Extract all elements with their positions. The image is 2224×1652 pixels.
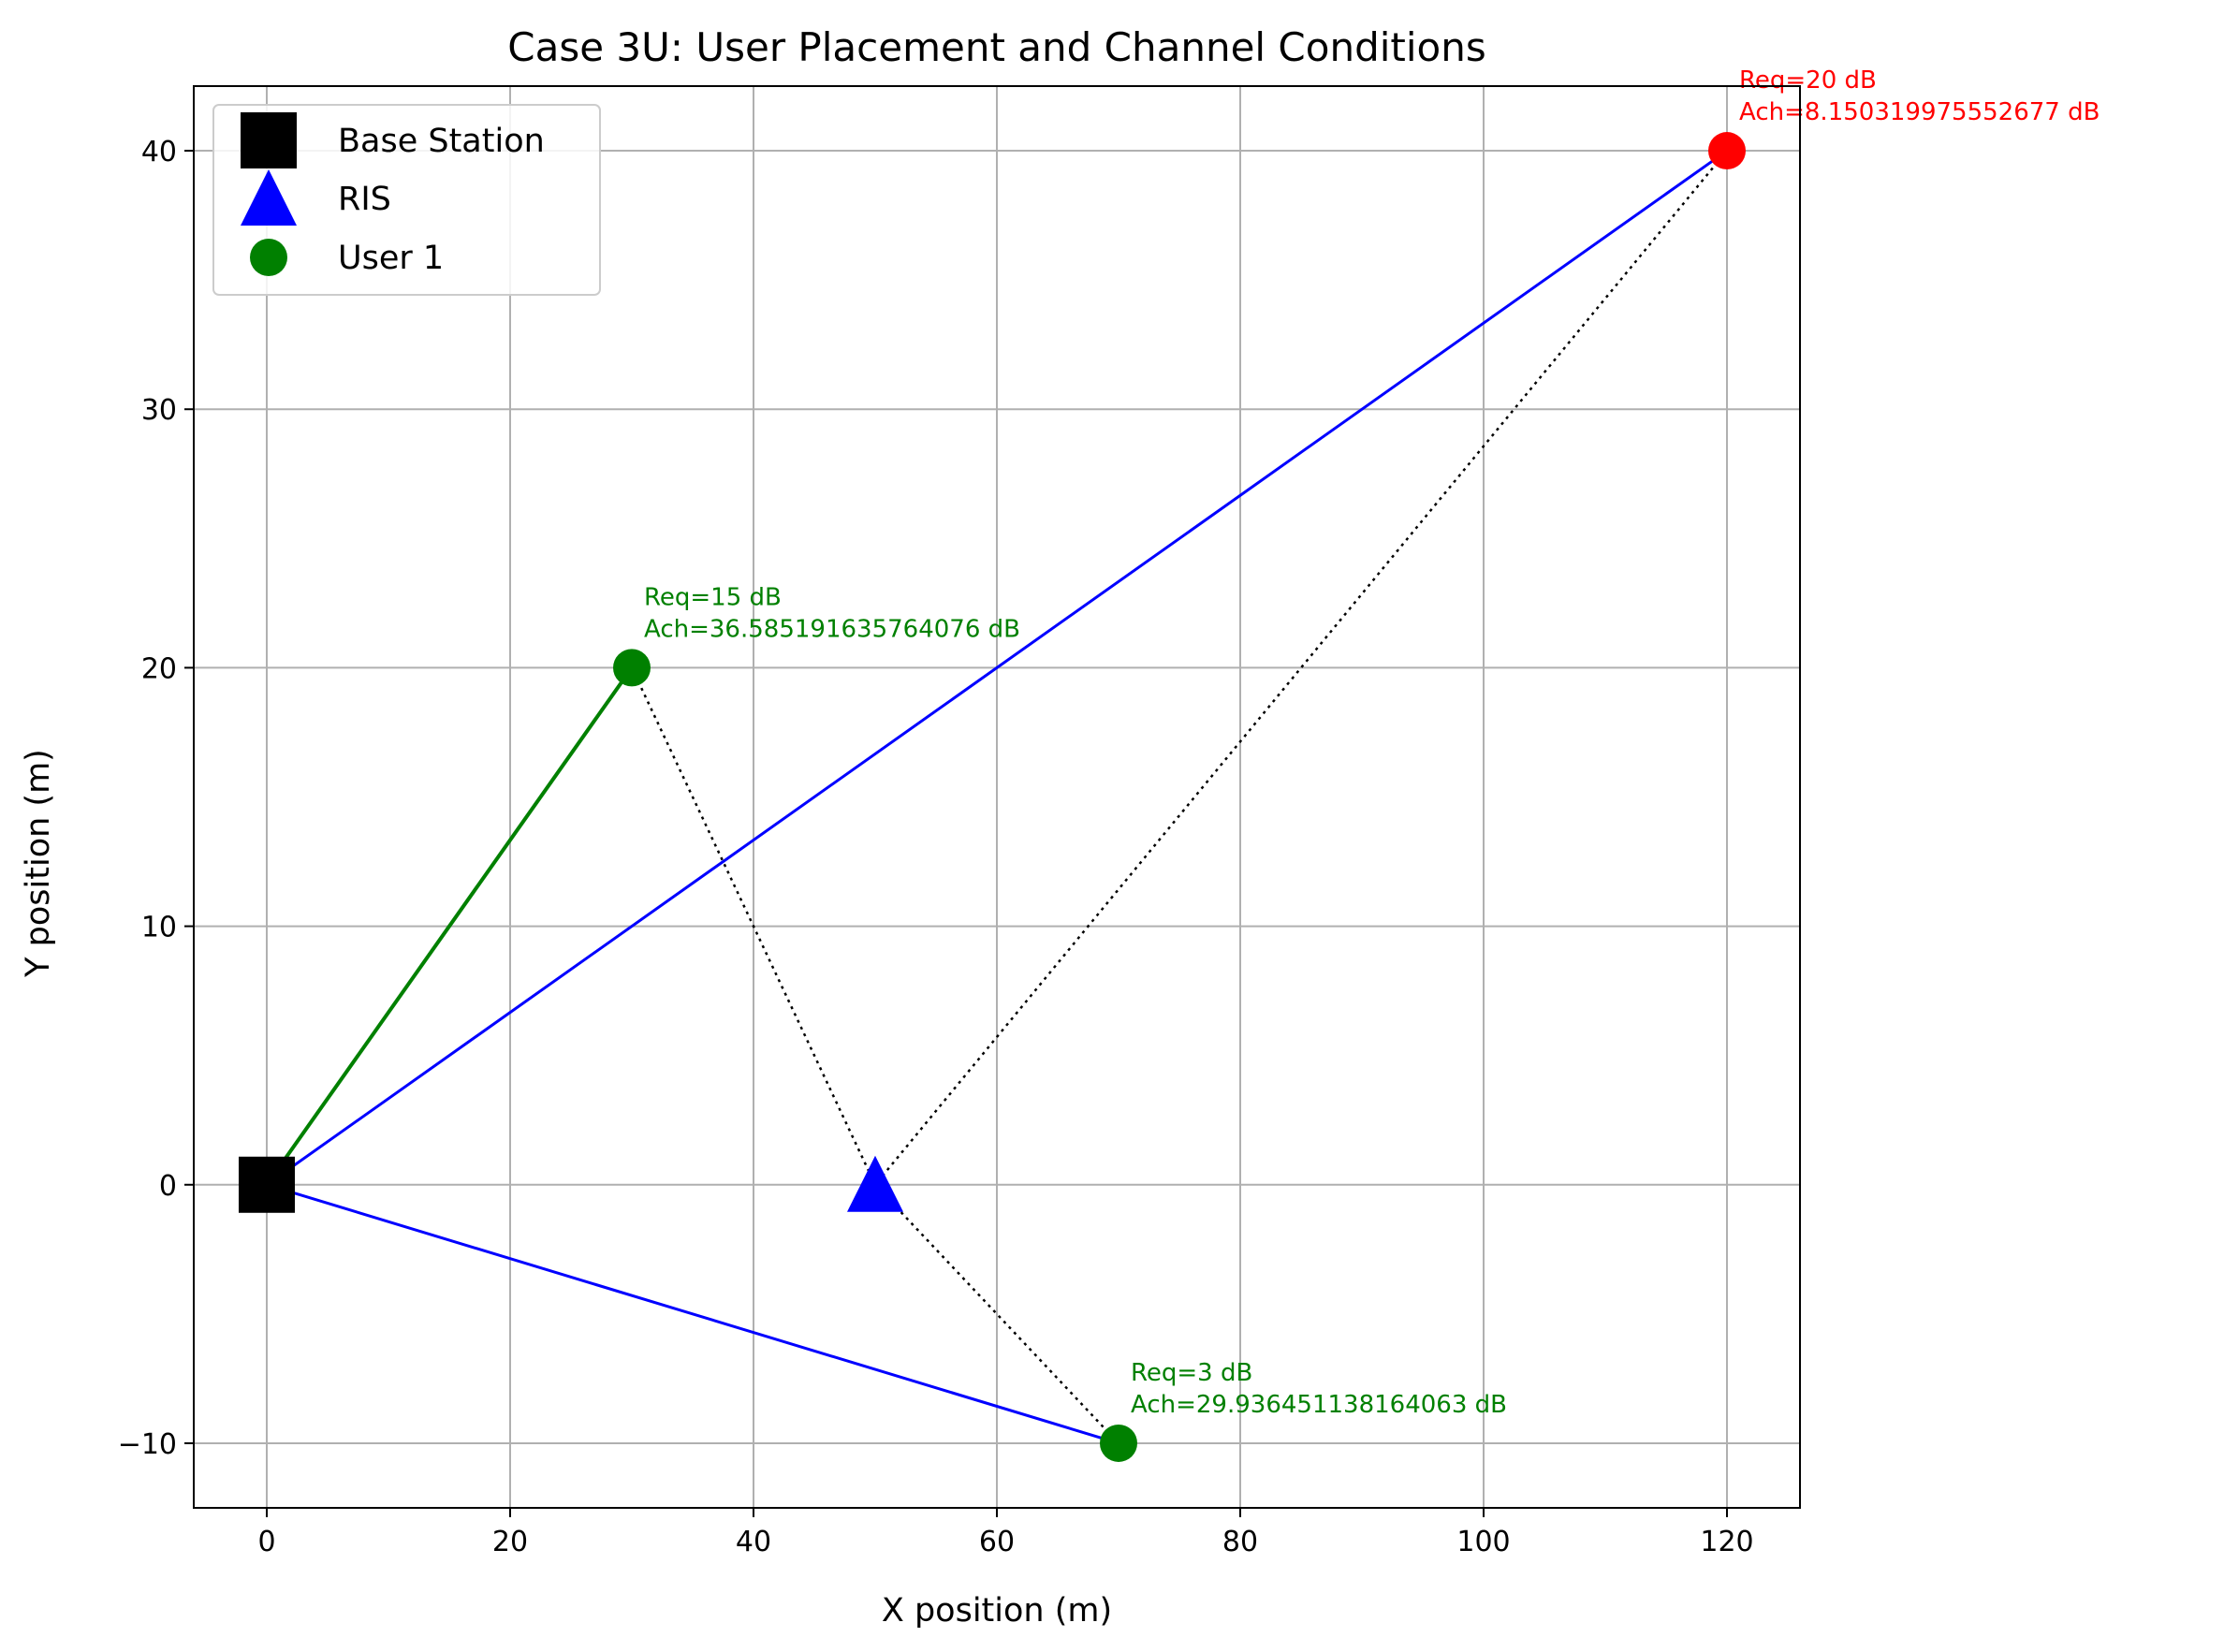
user-marker xyxy=(1100,1424,1137,1462)
y-tick-label: 30 xyxy=(141,394,177,427)
legend-label: Base Station xyxy=(338,123,545,160)
direct-link xyxy=(266,149,1728,1186)
legend-marker-ris xyxy=(241,169,297,226)
x-tick-label: 40 xyxy=(736,1526,771,1558)
x-tick-label: 100 xyxy=(1456,1526,1510,1558)
user-ach-label: Ach=36.585191635764076 dB xyxy=(644,615,1020,643)
y-tick-label: 0 xyxy=(159,1170,177,1203)
x-tick-label: 120 xyxy=(1700,1526,1753,1558)
user-req-label: Req=3 dB xyxy=(1131,1359,1252,1387)
plot-area: Req=15 dB Ach=36.585191635764076 dB Req=3 … xyxy=(118,66,2100,1558)
ris-link xyxy=(630,666,877,1186)
user-req-label: Req=20 dB xyxy=(1739,66,1877,95)
user-ach-label: Ach=8.150319975552677 dB xyxy=(1739,98,2100,126)
y-axis-label: Y position (m) xyxy=(20,749,57,978)
base-station-marker xyxy=(239,1156,295,1213)
x-tick-label: 0 xyxy=(257,1526,275,1558)
x-axis-label: X position (m) xyxy=(882,1592,1112,1630)
ris-link xyxy=(874,150,1728,1186)
chart-title: Case 3U: User Placement and Channel Cond… xyxy=(507,24,1486,70)
legend-box xyxy=(212,104,601,296)
legend: Base Station RIS User 1 xyxy=(212,104,601,296)
y-tick-label: 10 xyxy=(141,912,177,944)
user-marker xyxy=(613,649,651,687)
x-tick-label: 80 xyxy=(1222,1526,1258,1558)
user-ach-label: Ach=29.936451138164063 dB xyxy=(1131,1391,1507,1419)
y-tick-label: −10 xyxy=(118,1428,177,1461)
y-tick-label: 20 xyxy=(141,652,177,685)
legend-label: RIS xyxy=(338,181,391,218)
ris-marker xyxy=(847,1155,903,1212)
legend-marker-user xyxy=(250,239,287,276)
direct-link xyxy=(265,666,634,1186)
legend-label: User 1 xyxy=(338,240,444,277)
x-tick-label: 60 xyxy=(979,1526,1015,1558)
legend-marker-base-station xyxy=(241,112,297,168)
y-tick-label: 40 xyxy=(141,136,177,168)
direct-link xyxy=(266,1183,1119,1445)
user-req-label: Req=15 dB xyxy=(644,583,782,611)
x-tick-label: 20 xyxy=(492,1526,528,1558)
user-marker xyxy=(1708,132,1746,170)
